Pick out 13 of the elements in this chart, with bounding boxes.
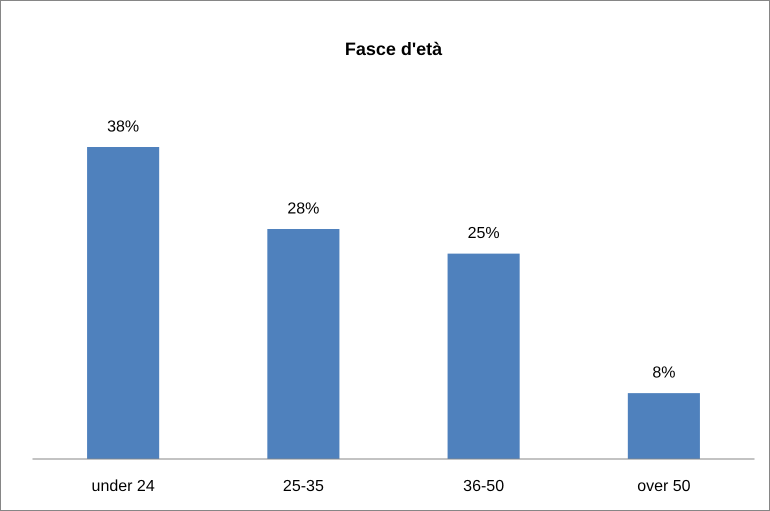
x-tick-label: 36-50 [463, 478, 504, 495]
bar [87, 147, 160, 459]
data-label: 25% [468, 225, 500, 242]
data-label: 28% [287, 200, 320, 218]
data-label: 8% [652, 364, 676, 382]
data-label: 38% [107, 118, 140, 136]
bar [267, 229, 340, 459]
x-tick-label: over 50 [637, 478, 691, 495]
x-tick-label: under 24 [92, 478, 155, 495]
chart-title: Fasce d'età [344, 38, 444, 59]
bar [628, 393, 700, 459]
bar [448, 254, 520, 459]
x-tick-label: 25-35 [282, 478, 324, 495]
